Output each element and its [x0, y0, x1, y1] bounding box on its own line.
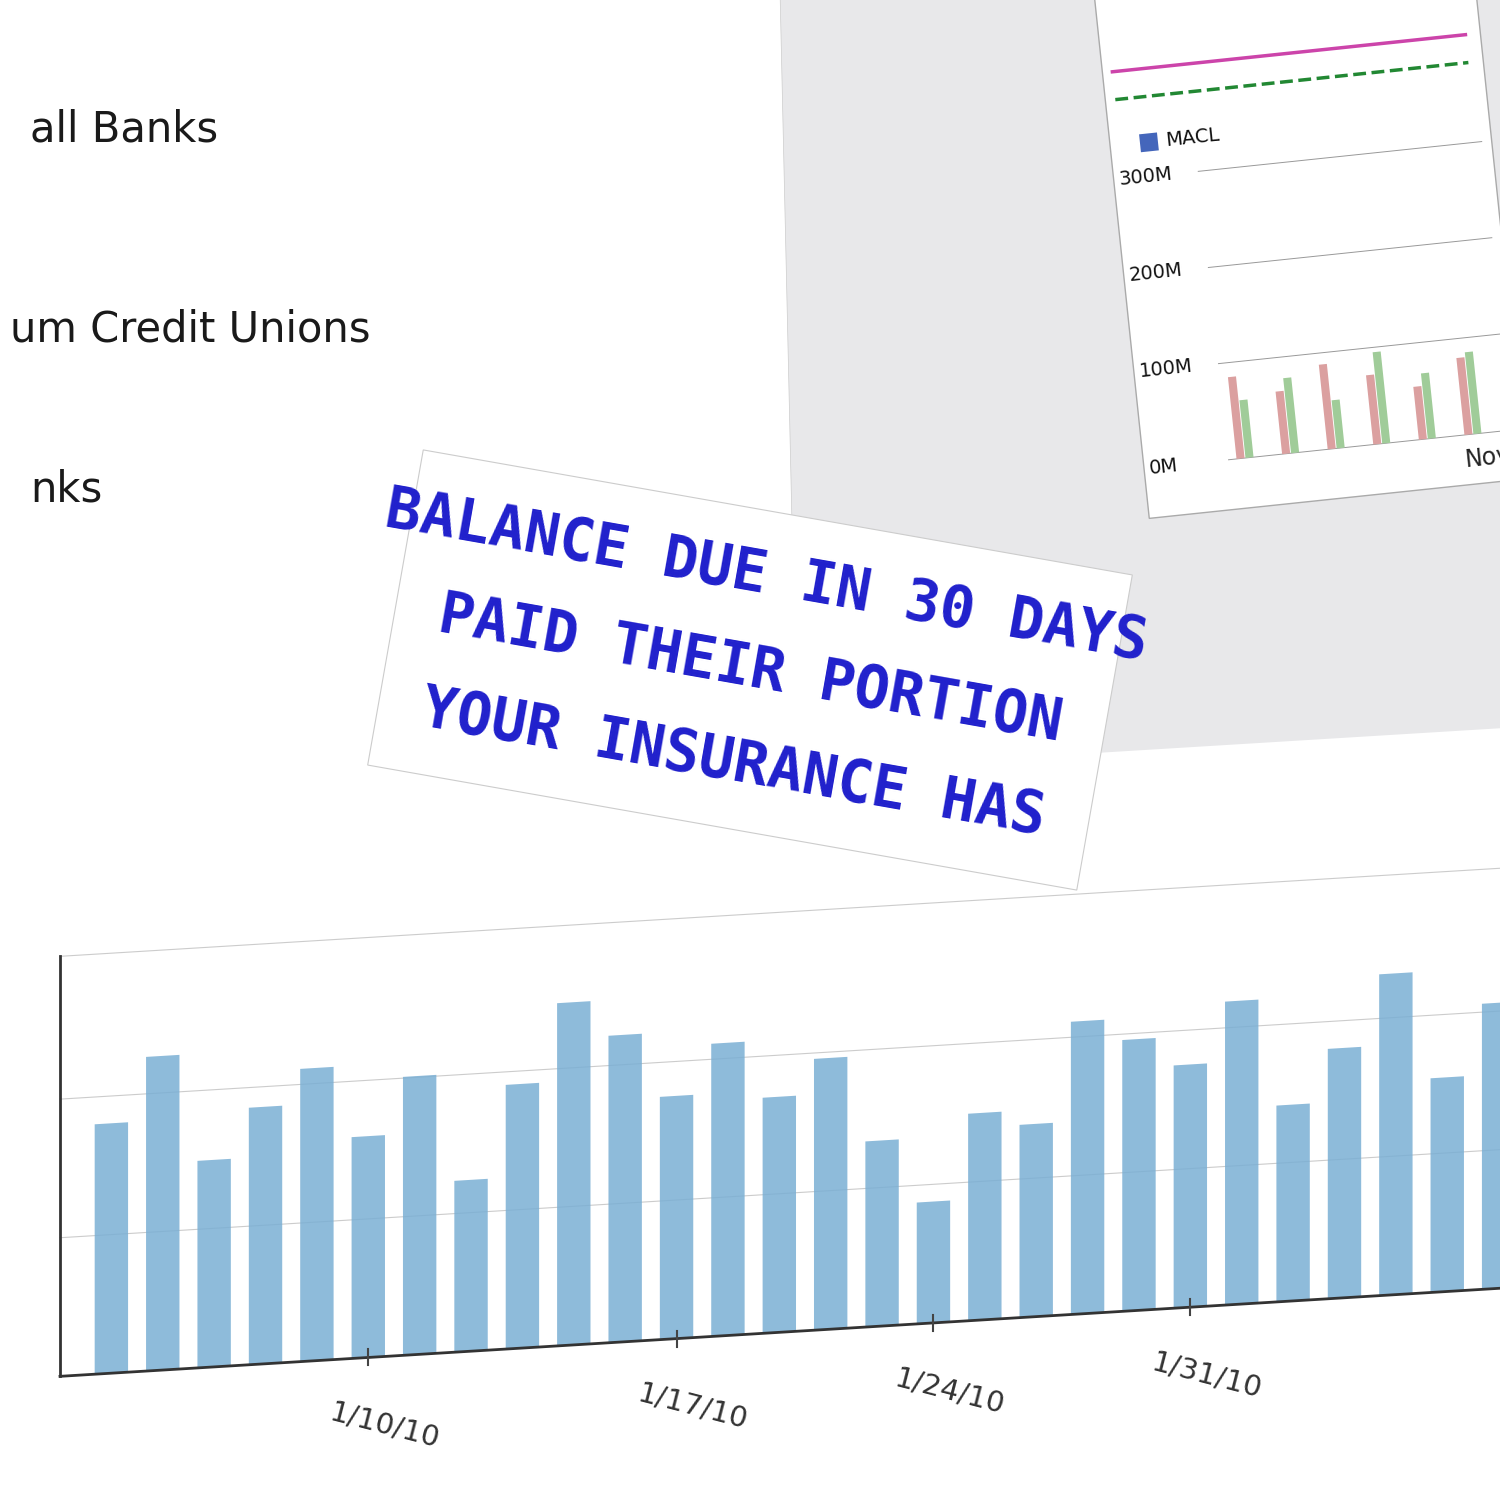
Text: all Banks: all Banks — [30, 110, 217, 152]
Polygon shape — [300, 1066, 333, 1362]
Polygon shape — [1456, 357, 1473, 435]
Text: 300M: 300M — [1118, 165, 1173, 189]
Polygon shape — [198, 1160, 231, 1368]
Polygon shape — [556, 1000, 591, 1346]
Polygon shape — [94, 1122, 128, 1374]
Polygon shape — [249, 1106, 282, 1365]
Polygon shape — [1328, 1047, 1360, 1299]
Text: 0M: 0M — [1148, 456, 1179, 477]
Polygon shape — [660, 1095, 693, 1340]
Polygon shape — [1122, 1038, 1155, 1311]
Polygon shape — [1482, 1002, 1500, 1290]
Polygon shape — [506, 1083, 538, 1348]
Polygon shape — [1275, 392, 1290, 454]
Text: 1/31/10: 1/31/10 — [1149, 1348, 1264, 1404]
Polygon shape — [0, 0, 800, 900]
Polygon shape — [1094, 0, 1500, 519]
Polygon shape — [1239, 399, 1254, 458]
Text: nks: nks — [30, 470, 102, 512]
Polygon shape — [1366, 375, 1382, 444]
Polygon shape — [1226, 999, 1258, 1305]
Polygon shape — [351, 1136, 386, 1359]
Polygon shape — [1138, 132, 1160, 152]
Polygon shape — [1372, 351, 1390, 444]
Polygon shape — [1318, 364, 1335, 450]
Polygon shape — [1276, 1104, 1310, 1302]
Polygon shape — [404, 1076, 436, 1356]
Polygon shape — [1378, 972, 1413, 1296]
Polygon shape — [1413, 386, 1426, 439]
Text: BALANCE DUE IN 30 DAYS: BALANCE DUE IN 30 DAYS — [381, 482, 1152, 672]
Polygon shape — [968, 1112, 1002, 1322]
Polygon shape — [1173, 1064, 1208, 1308]
Polygon shape — [454, 1179, 488, 1352]
Polygon shape — [1332, 399, 1344, 448]
Text: 200M: 200M — [1128, 261, 1184, 285]
Text: YOUR INSURANCE HAS: YOUR INSURANCE HAS — [417, 681, 1050, 846]
Polygon shape — [865, 1140, 898, 1328]
Text: 100M: 100M — [1138, 357, 1192, 381]
Polygon shape — [1282, 378, 1299, 453]
Polygon shape — [1228, 376, 1245, 459]
Polygon shape — [0, 723, 1500, 1500]
Polygon shape — [1071, 1020, 1104, 1314]
Polygon shape — [916, 1200, 950, 1324]
Polygon shape — [1466, 351, 1482, 433]
Text: 1/10/10: 1/10/10 — [327, 1398, 442, 1454]
Text: 1/17/10: 1/17/10 — [634, 1380, 752, 1436]
Text: Nov: Nov — [1464, 444, 1500, 472]
Text: PAID THEIR PORTION: PAID THEIR PORTION — [433, 586, 1066, 753]
Polygon shape — [762, 1095, 796, 1334]
Polygon shape — [1420, 372, 1436, 440]
Text: 1/24/10: 1/24/10 — [892, 1364, 1008, 1419]
Polygon shape — [1020, 1124, 1053, 1317]
Polygon shape — [146, 1054, 180, 1371]
Text: um Credit Unions: um Credit Unions — [10, 309, 370, 351]
Polygon shape — [1431, 1077, 1464, 1293]
Text: MACL: MACL — [1166, 126, 1221, 150]
Polygon shape — [815, 1058, 848, 1330]
Polygon shape — [368, 450, 1132, 890]
Polygon shape — [711, 1041, 744, 1336]
Polygon shape — [609, 1034, 642, 1342]
